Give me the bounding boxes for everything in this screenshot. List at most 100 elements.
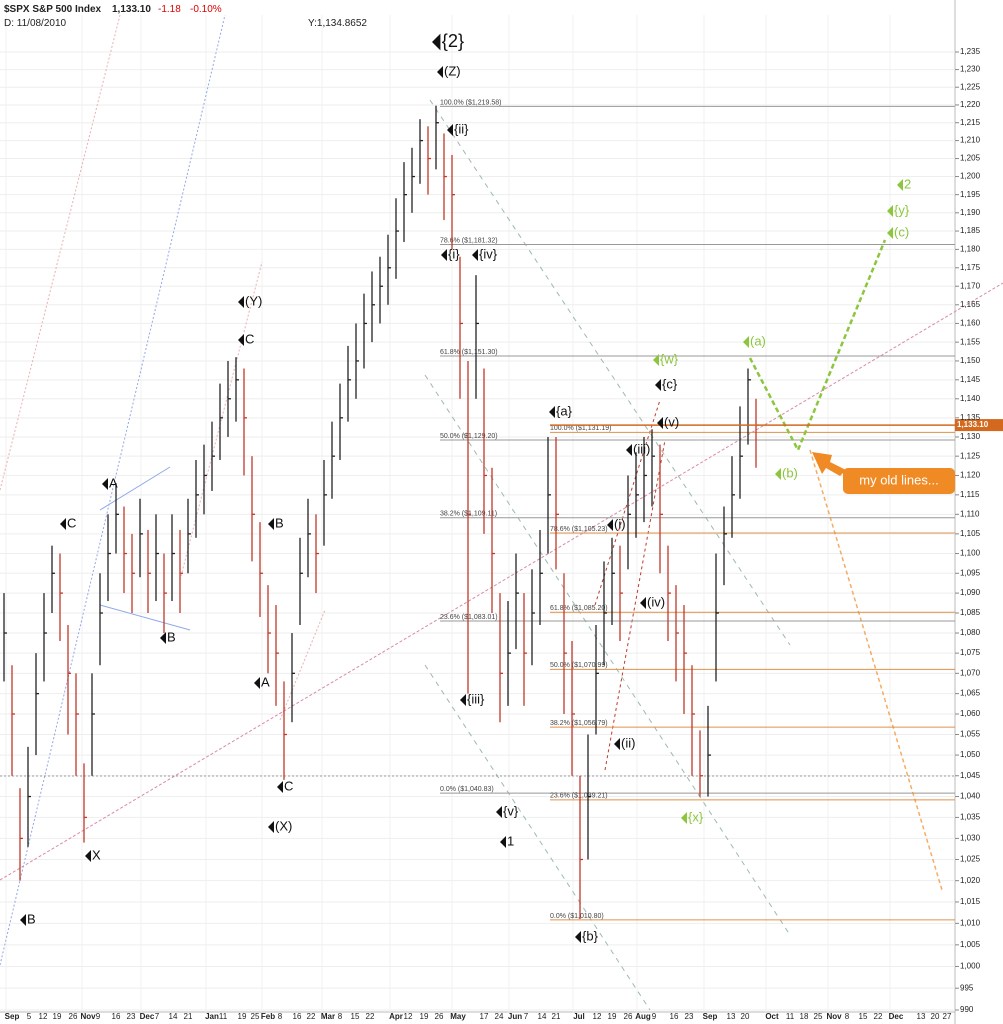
callout-arrow [812,452,846,476]
y-tick-label: 1,035 [960,813,981,822]
x-tick-label: Dec [140,1012,155,1021]
x-tick-label: Apr [389,1012,403,1021]
trendline [0,14,121,491]
wave-marker [268,821,274,833]
wave-marker [887,227,893,239]
wave-label: 1 [507,833,514,848]
wave-marker [887,205,893,217]
wave-label: {2} [442,31,464,51]
y-tick-label: 1,195 [960,190,981,199]
x-tick-label: Sep [5,1012,20,1021]
y-tick-label: 1,220 [960,100,981,109]
x-tick-label: 15 [351,1012,360,1021]
wave-label: (ii) [621,735,635,750]
y-tick-label: 1,140 [960,394,981,403]
y-tick-label: 1,005 [960,940,981,949]
wave-marker [575,931,581,943]
x-tick-label: 12 [593,1012,602,1021]
y-tick-label: 1,120 [960,471,981,480]
change: -1.18 [158,4,181,15]
fib-label: 78.6% ($1,181.32) [440,237,498,244]
fib-label: 23.6% ($1,039.21) [550,793,608,800]
y-tick-label: 1,150 [960,356,981,365]
trendline [424,374,791,936]
wave-marker [607,519,613,531]
wave-marker [20,914,26,926]
x-tick-label: 24 [495,1012,504,1021]
y-tick-label: 1,165 [960,300,981,309]
x-tick-label: 9 [652,1012,657,1021]
x-tick-label: May [450,1012,466,1021]
wave-label: (X) [275,818,292,833]
wave-marker [432,33,441,51]
wave-label: {a} [556,403,573,418]
y-tick-label: 1,015 [960,897,981,906]
trendline [99,466,171,511]
x-tick-label: Feb [261,1012,275,1021]
y-tick-label: 1,205 [960,154,981,163]
fib-label: 0.0% ($1,010.80) [550,913,604,920]
fib-label: 100.0% ($1,131.19) [550,425,612,432]
y-tick-label: 1,040 [960,792,981,801]
y-tick-label: 1,210 [960,136,981,145]
y-tick-label: 1,110 [960,509,980,518]
y-tick-label: 1,130 [960,432,981,441]
trendline [424,664,651,1011]
wave-label: A [109,475,118,490]
wave-label: C [67,515,76,530]
x-tick-label: 9 [96,1012,101,1021]
y-tick-label: 1,225 [960,82,981,91]
wave-label: (iii) [633,441,650,456]
x-tick-label: 20 [931,1012,940,1021]
wave-label: {v} [503,803,519,818]
wave-label: (Z) [444,63,461,78]
wave-marker [500,836,506,848]
wave-marker [681,812,687,824]
y-tick-label: 1,115 [960,490,980,499]
x-tick-label: 12 [39,1012,48,1021]
x-tick-label: 23 [685,1012,694,1021]
x-tick-label: 11 [219,1012,228,1021]
y-tick-label: 1,060 [960,709,981,718]
fib-label: 50.0% ($1,070.99) [550,662,608,669]
last-box [955,419,1003,432]
x-tick-label: 19 [238,1012,247,1021]
wave-label: (iv) [647,594,665,609]
y-tick-label: 1,080 [960,628,981,637]
y-tick-label: 1,235 [960,47,981,56]
y-tick-label: 1,100 [960,549,981,558]
x-tick-label: 5 [27,1012,32,1021]
grid [0,0,959,1024]
fib-label: 38.2% ($1,056.79) [550,720,608,727]
fib-label: 61.8% ($1,085.20) [550,605,608,612]
fib-label: 100.0% ($1,219.58) [440,99,502,106]
x-tick-label: 13 [727,1012,736,1021]
fib-label: 23.6% ($1,083.01) [440,614,498,621]
wave-marker [496,806,502,818]
y-tick-label: 1,190 [960,208,981,217]
y-tick-label: 1,105 [960,529,981,538]
x-tick-label: 11 [786,1012,795,1021]
last-label: 1,133.10 [957,420,989,429]
trendline [0,282,1003,881]
x-tick-label: 8 [338,1012,343,1021]
x-tick-label: 26 [624,1012,633,1021]
green-wave-label: {x} [688,809,704,824]
wave-marker [640,597,646,609]
plot: 1,133.10 [3,105,1003,920]
x-tick-label: Dec [889,1012,904,1021]
wave-marker [775,468,781,480]
wave-marker [614,738,620,750]
wave-marker [160,632,166,644]
y-tick-label: 1,125 [960,451,981,460]
y-tick-label: 1,185 [960,226,981,235]
callout-box [843,468,955,494]
x-tick-label: 21 [184,1012,193,1021]
fib-label: 0.0% ($1,040.83) [440,786,494,793]
green-wave-label: (c) [894,224,909,239]
wave-label: C [284,778,293,793]
wave-marker [897,179,903,191]
wave-marker [441,249,447,261]
